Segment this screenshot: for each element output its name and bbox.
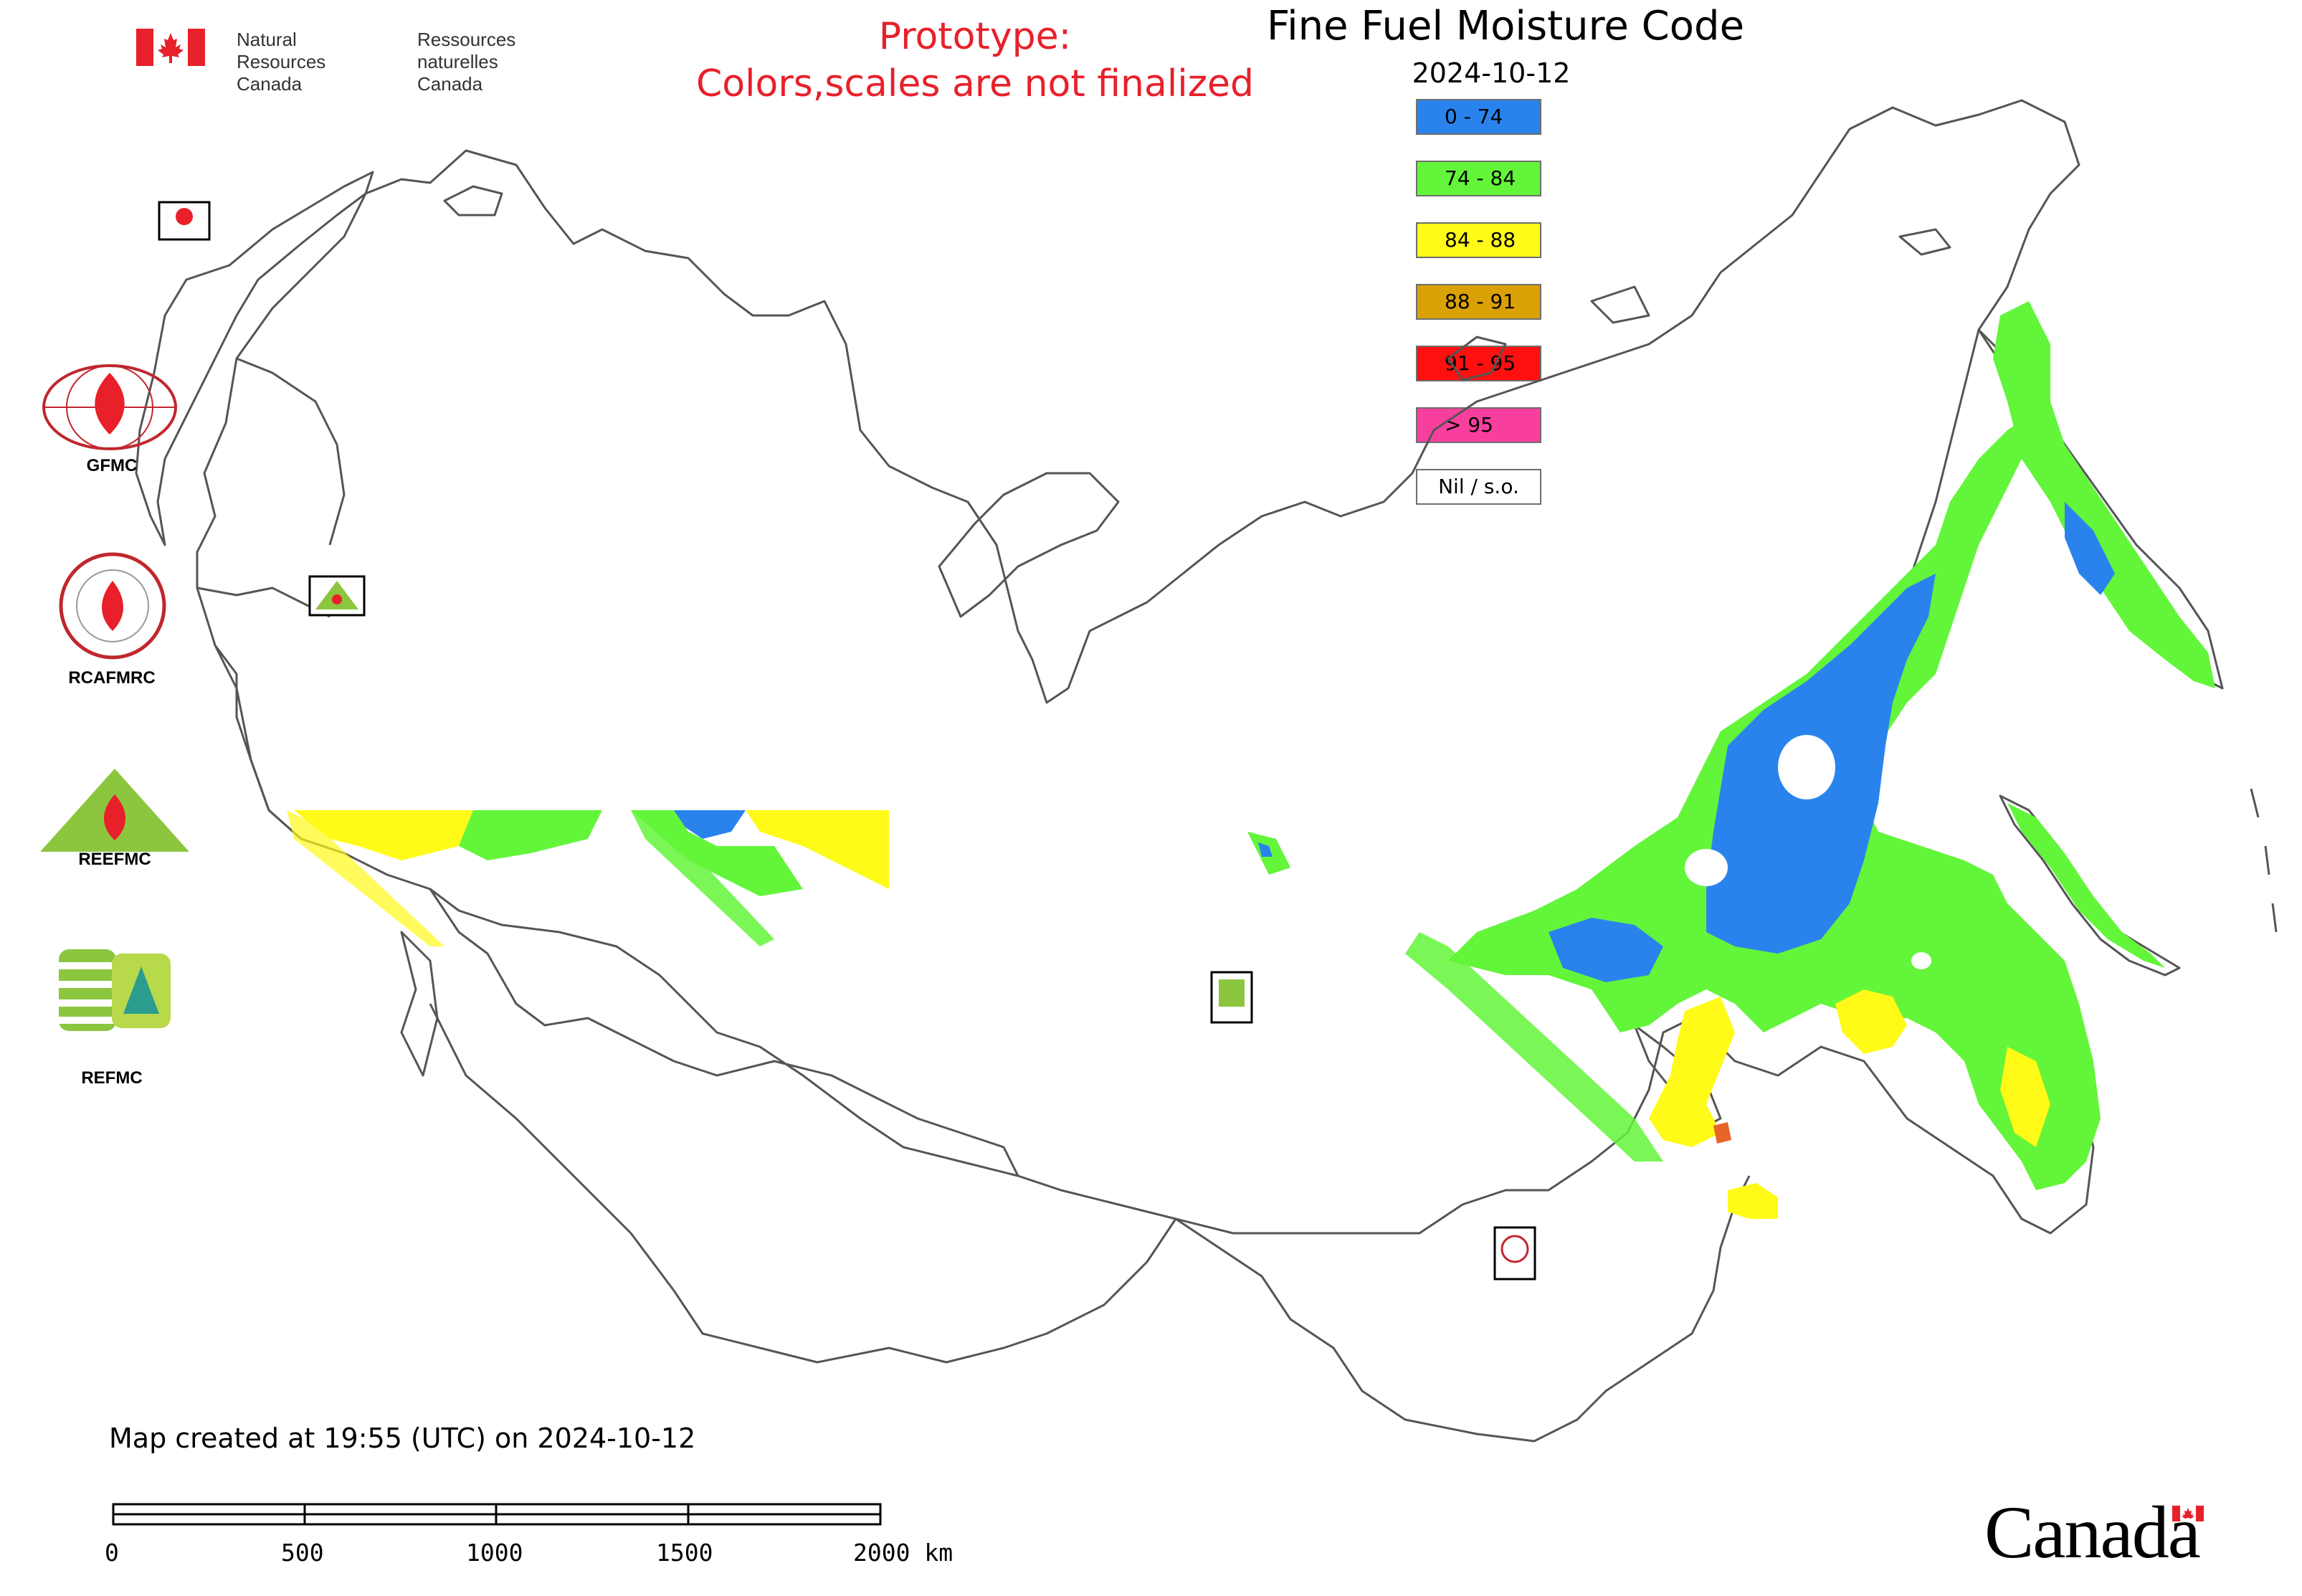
- scale-label-2000-km: 2000 km: [853, 1539, 953, 1567]
- rcafmrc-logo-icon: [59, 552, 166, 660]
- prototype-line-1: Prototype:: [878, 15, 1072, 58]
- svg-text:REEFMC: REEFMC: [78, 850, 151, 868]
- ffmc-nil-hole-1: [1778, 735, 1835, 799]
- ffmc-yellow-1: [1649, 997, 1735, 1147]
- canada-wordmark-text: Canada: [1984, 1491, 2201, 1574]
- legend-item-84-88: 84 - 88: [1416, 222, 1541, 258]
- station-markers: [158, 201, 1536, 1281]
- kuril-islands: [2250, 788, 2278, 933]
- finland-border: [236, 357, 346, 546]
- ffmc-specks-central-blue: [1258, 842, 1273, 857]
- scale-label-1500: 1500: [656, 1539, 713, 1567]
- legend-item-gt-95: > 95: [1416, 407, 1541, 443]
- gfmc-logo-icon: [42, 364, 177, 450]
- novaya-zemlya: [938, 472, 1120, 618]
- scale-label-500: 500: [281, 1539, 324, 1567]
- scale-label-1000: 1000: [466, 1539, 523, 1567]
- ffmc-yellow-3: [2000, 1047, 2050, 1147]
- legend-item-nil: Nil / s.o.: [1416, 469, 1541, 505]
- mongolia-outline: [1175, 1175, 1751, 1443]
- ffmc-strip-mid-green: [631, 810, 803, 896]
- ffmc-green-kamchatka: [1993, 301, 2215, 688]
- wrangel-island: [1898, 228, 1951, 256]
- caspian-outline: [400, 931, 439, 1077]
- side-logo-label-refmc: REFMC: [81, 1068, 143, 1088]
- map-created-timestamp: Map created at 19:55 (UTC) on 2024-10-12: [109, 1422, 696, 1454]
- ffmc-strip-mid-yellow: [746, 810, 889, 889]
- ffmc-fill: [287, 301, 2215, 1219]
- refmc-logo-icon: [59, 949, 171, 1031]
- legend-item-74-84: 74 - 84: [1416, 161, 1541, 196]
- prototype-line-2: Colors,scales are not finalized: [695, 62, 1255, 105]
- ffmc-wedge-mid: [631, 810, 774, 946]
- side-logo-label-rcafmrc: RCAFMRC: [68, 668, 156, 688]
- ffmc-nil-hole-3: [1911, 952, 1931, 969]
- map-title: Fine Fuel Moisture Code: [1266, 3, 1745, 49]
- ffmc-strip-west-yellow: [294, 810, 473, 860]
- scale-bar: [112, 1503, 882, 1526]
- reefmc-logo-icon: REEFMC: [40, 769, 189, 868]
- central-asia-outline: [429, 1003, 1177, 1364]
- ffmc-yellow-2: [1835, 989, 1907, 1054]
- canada-wordmark-flag-icon: [2172, 1506, 2204, 1521]
- svalbard: [443, 185, 503, 217]
- agency-name-fr: Ressources naturelles Canada: [417, 29, 516, 95]
- ffmc-strip-mid-blue: [674, 810, 746, 839]
- new-siberian-islands: [1590, 285, 1650, 324]
- legend-item-88-91: 88 - 91: [1416, 284, 1541, 320]
- canada-wordmark: Canada: [1984, 1490, 2204, 1575]
- russia-outline: [196, 99, 2095, 1235]
- ffmc-orange-spot: [1713, 1122, 1731, 1144]
- ffmc-wedge-west: [287, 810, 444, 946]
- canada-flag-icon: [136, 29, 205, 66]
- scandinavia-outline: [135, 171, 374, 546]
- country-borders: [135, 99, 2278, 1443]
- scale-label-0: 0: [105, 1539, 119, 1567]
- map-date: 2024-10-12: [1412, 57, 1571, 89]
- severnaya-zemlya: [1447, 336, 1507, 381]
- ffmc-blue-kamchatka: [2065, 502, 2115, 595]
- ffmc-wedge-east: [1405, 932, 1663, 1162]
- ffmc-nil-hole-2: [1685, 849, 1728, 886]
- ffmc-green-sakhalin: [2007, 803, 2165, 968]
- agency-name-en: Natural Resources Canada: [237, 29, 326, 95]
- kazakhstan-outline: [429, 888, 1019, 1177]
- ffmc-yellow-mongolia: [1728, 1183, 1778, 1219]
- prototype-notice: Prototype: Colors,scales are not finaliz…: [617, 13, 1333, 108]
- ffmc-strip-west-green: [459, 810, 602, 860]
- side-logo-label-gfmc: GFMC: [86, 456, 138, 475]
- legend-item-0-74: 0 - 74: [1416, 99, 1541, 135]
- ffmc-blue-south: [1549, 918, 1663, 982]
